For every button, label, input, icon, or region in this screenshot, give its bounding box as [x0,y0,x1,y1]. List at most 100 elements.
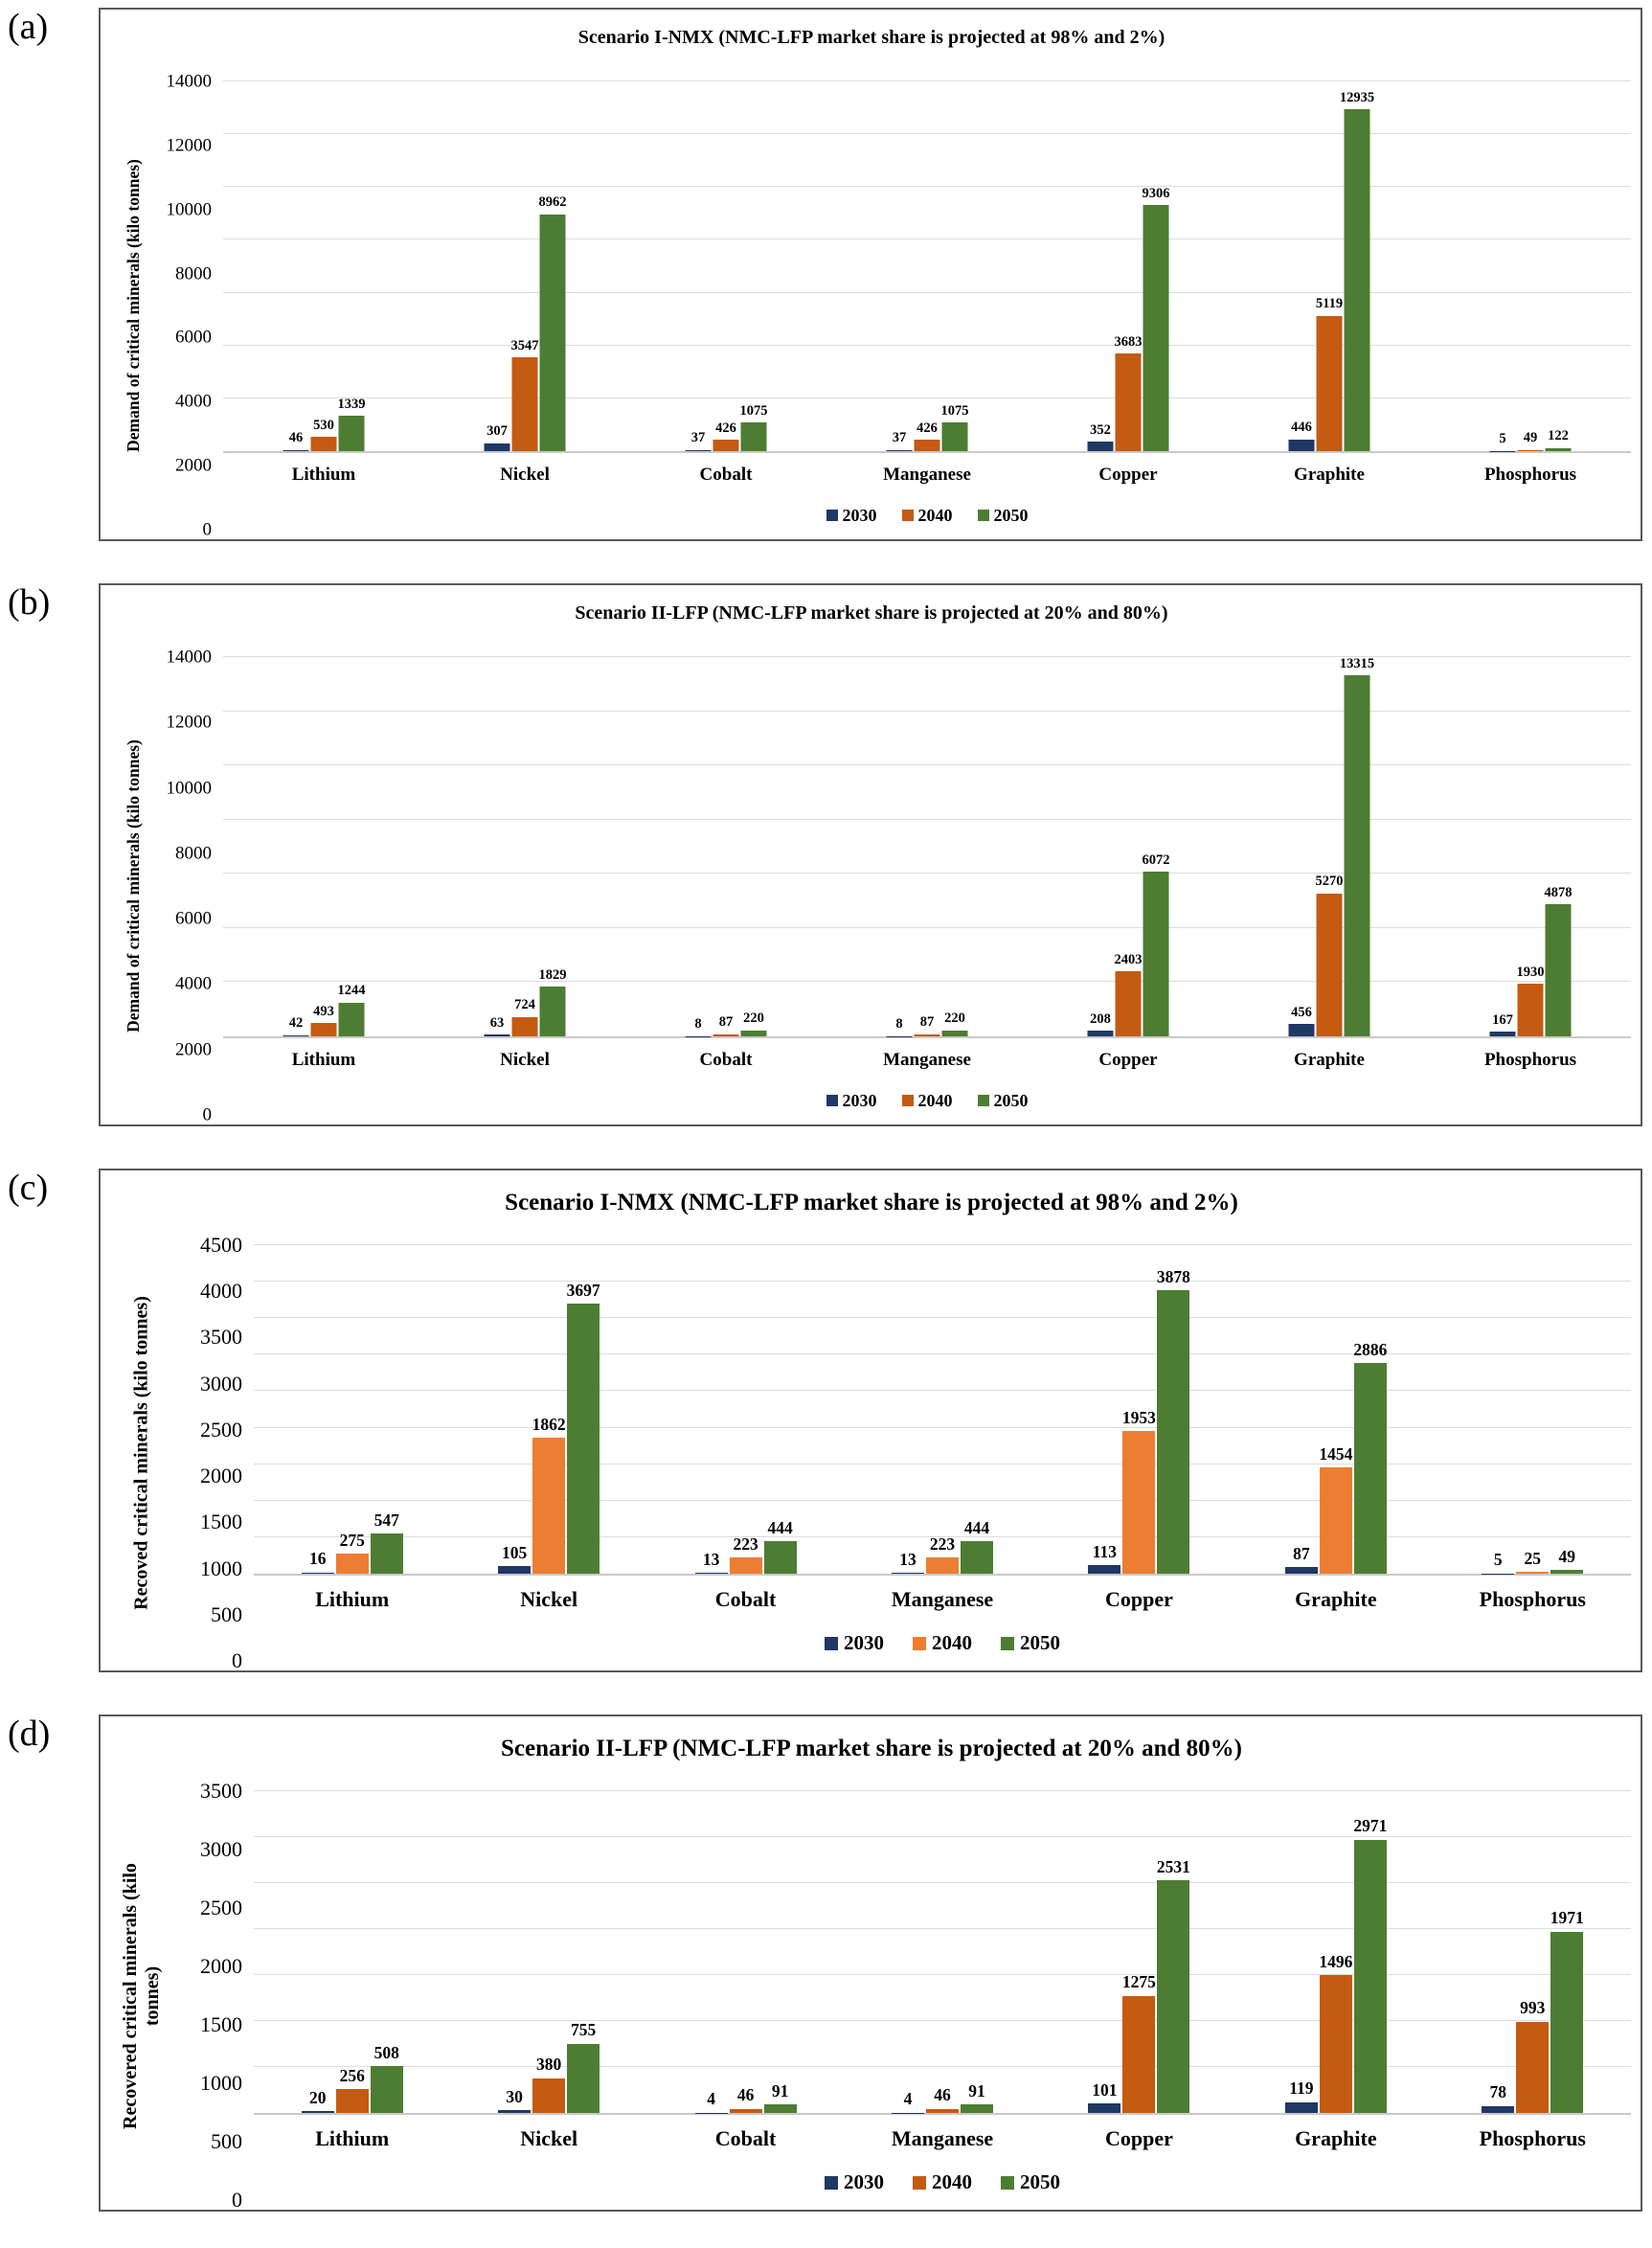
value-label: 8 [895,1016,903,1033]
bar-slot-2030-lithium: 16 [301,1245,334,1574]
bar-2040-copper [1122,1431,1156,1574]
y-tick-label: 0 [202,1104,213,1125]
value-label: 46 [288,430,304,446]
y-tick-label: 8000 [175,263,212,284]
category-label-nickel: Nickel [520,1587,578,1611]
bar-slot-2050-cobalt: 220 [740,657,767,1036]
y-tick-label: 3500 [200,1325,242,1350]
value-label: 87 [718,1014,734,1031]
legend-label: 2050 [1020,1631,1060,1654]
bar-slot-2040-cobalt: 426 [713,81,739,451]
bar-2040-lithium [335,1554,369,1574]
chart-c-y-axis-title: Recoved critical minerals (kilo tonnes) [130,1296,152,1610]
bar-2040-phosphorus [1516,2021,1550,2113]
bar-group-phosphorus: 78 993 1971 [1481,1791,1584,2113]
legend-swatch-2030 [826,1095,838,1106]
bar-slot-2050-cobalt: 1075 [740,81,768,451]
category-label-manganese: Manganese [883,465,971,485]
bar-2050-nickel [567,2043,600,2113]
bar-slot-2040-lithium: 530 [310,81,337,451]
value-label: 446 [1291,420,1312,436]
legend-swatch-2030 [825,1636,838,1650]
value-label: 49 [1523,430,1538,446]
bar-slot-2030-graphite: 446 [1288,81,1315,451]
legend: 2030 2040 2050 [223,1092,1631,1109]
bar-slot-2050-cobalt: 444 [763,1245,797,1574]
y-tick-label: 3000 [200,1371,242,1396]
y-tick-label: 2000 [200,1954,242,1978]
bar-group-phosphorus: 5 49 122 [1489,81,1573,451]
bar-2050-manganese [941,422,968,451]
bar-group-lithium: 16 275 547 [301,1245,404,1574]
value-label: 101 [1092,2079,1118,2100]
value-label: 5270 [1315,874,1344,890]
category-label-phosphorus: Phosphorus [1479,2126,1586,2150]
value-label: 8 [694,1016,702,1033]
category-axis: Lithium Nickel Cobalt Manganese Copper Graphi… [254,1576,1631,1620]
legend: 2030 2040 2050 [254,1633,1631,1653]
plot-area: 46 530 1339 307 3547 8962 37 426 1075 37 426 1075 35… [223,80,1631,453]
y-tick-label: 6000 [175,908,212,929]
category-label-nickel: Nickel [500,465,550,485]
gridline [223,926,1631,928]
value-label: 352 [1090,421,1111,438]
bar-2040-phosphorus [1517,984,1544,1036]
bar-slot-2030-graphite: 456 [1288,657,1315,1036]
value-label: 37 [690,430,706,446]
value-label: 2531 [1156,1856,1190,1876]
legend-label: 2040 [932,2170,972,2193]
chart-c-body: Recoved critical minerals (kilo tonnes) … [112,1235,1631,1671]
bar-slot-2030-phosphorus: 78 [1482,1791,1515,2113]
y-tick-label: 4500 [200,1233,242,1257]
value-label: 16 [308,1549,327,1569]
y-tick-label: 0 [202,519,213,540]
value-label: 1075 [940,402,969,419]
bar-slot-2050-nickel: 8962 [539,81,567,451]
value-label: 20 [308,2087,327,2107]
value-label: 993 [1520,1998,1546,2018]
bar-2040-phosphorus [1516,1572,1550,1574]
value-label: 5119 [1315,296,1344,312]
gridline [254,1882,1631,1883]
bar-2050-lithium [370,1533,403,1574]
chart-c-title: Scenario I-NMX (NMC-LFP market share is … [505,1190,1238,1215]
value-label: 46 [736,2085,755,2105]
y-tick-label: 2000 [200,1464,242,1488]
category-label-cobalt: Cobalt [699,465,753,485]
legend-label: 2050 [993,506,1029,525]
legend-item-2050: 2050 [977,506,1029,525]
bar-2050-cobalt [740,1030,767,1036]
gridline [254,1974,1631,1975]
bar-2050-graphite [1353,1839,1387,2113]
category-label-phosphorus: Phosphorus [1479,1587,1586,1611]
bar-slot-2050-copper: 2531 [1156,1791,1190,2113]
gridline [254,1390,1631,1392]
bar-2050-nickel [539,987,566,1036]
bar-slot-2040-copper: 1275 [1122,1791,1156,2113]
value-label: 724 [514,997,535,1013]
bar-2050-phosphorus [1545,904,1572,1036]
gridline [223,818,1631,820]
value-label: 4 [903,2089,913,2109]
legend-label: 2030 [844,1631,884,1654]
gridline [223,656,1631,657]
bar-slot-2050-copper: 3878 [1157,1245,1190,1574]
bar-slot-2030-lithium: 20 [301,1791,334,2113]
legend-item-2030: 2030 [825,1633,884,1653]
bar-2050-graphite [1353,1363,1387,1574]
y-tick-label: 14000 [166,647,213,668]
value-label: 3547 [510,337,539,353]
category-label-graphite: Graphite [1295,2126,1377,2150]
value-label: 2971 [1353,1816,1388,1836]
bar-2040-manganese [926,2108,959,2113]
bar-slot-2030-copper: 208 [1087,657,1114,1036]
value-label: 49 [1558,1546,1576,1566]
bar-2050-graphite [1344,109,1370,451]
bar-group-manganese: 37 426 1075 [886,81,969,451]
bar-2030-graphite [1288,439,1315,451]
bar-slot-2030-nickel: 307 [484,81,510,451]
value-label: 42 [288,1015,304,1032]
bar-group-copper: 208 2403 6072 [1087,657,1170,1036]
category-label-lithium: Lithium [291,465,356,485]
y-tick-label: 2000 [175,455,212,476]
